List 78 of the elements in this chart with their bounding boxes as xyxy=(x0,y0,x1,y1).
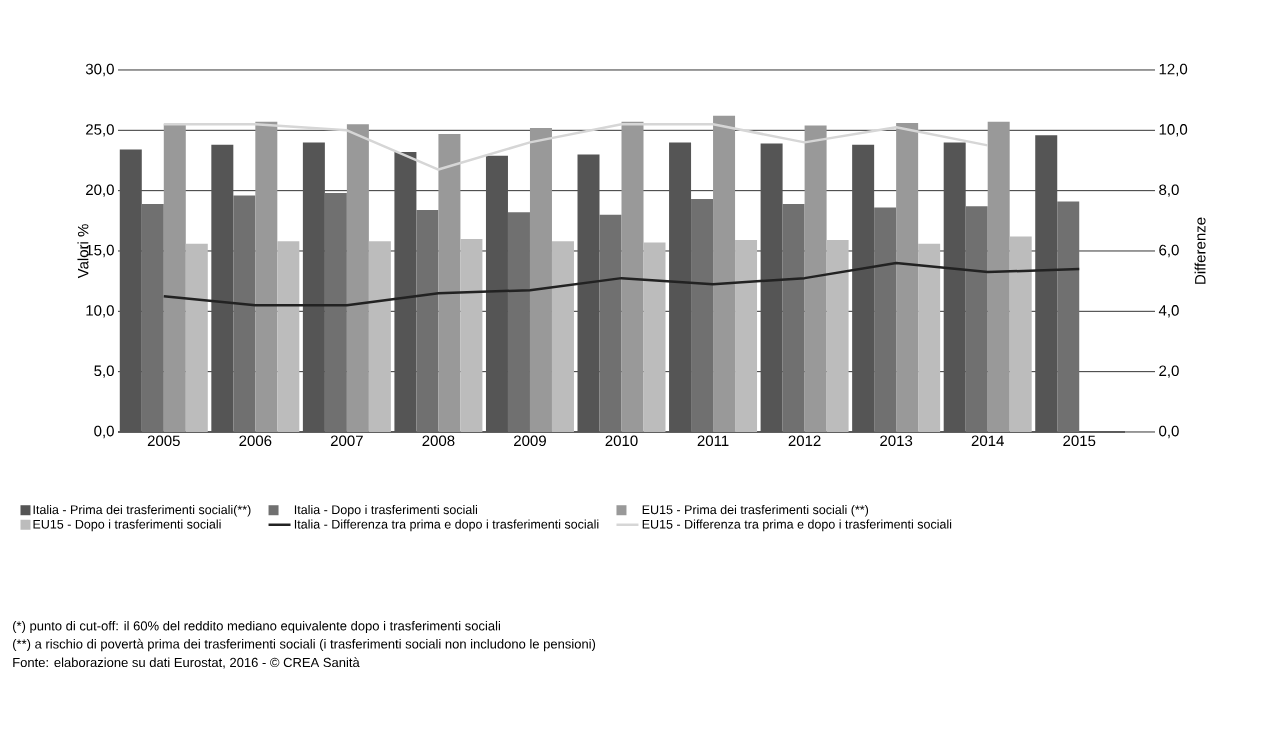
y-tick-label: 10,0 xyxy=(86,305,114,318)
text: (**) a rischio di povertà prima dei trasferimenti sociali (i trasferimenti sociali non includono le pensioni) xyxy=(13,638,596,652)
y2-tick-label: 6,0 xyxy=(1159,244,1179,258)
bar xyxy=(669,142,692,432)
bar xyxy=(896,123,919,432)
bar xyxy=(324,193,347,432)
bar xyxy=(965,206,988,432)
y-tick-label: 20,0 xyxy=(86,184,114,197)
x-tick-label: 2010 xyxy=(605,435,638,447)
bar xyxy=(874,207,897,432)
legend-label: Italia - Dopo i trasferimenti sociali xyxy=(294,504,477,517)
legend-label: Italia - Differenza tra prima e dopo i trasferimenti sociali xyxy=(294,519,599,532)
bar xyxy=(163,124,186,432)
bar xyxy=(141,203,164,432)
y2-tick-label: 2,0 xyxy=(1159,365,1179,378)
bar xyxy=(691,199,714,432)
bar xyxy=(1009,236,1032,432)
bar xyxy=(211,144,234,432)
bar xyxy=(599,214,622,432)
y-tick-label: 5,0 xyxy=(94,365,114,378)
y-tick-label: 30,0 xyxy=(85,63,114,77)
bar xyxy=(551,241,574,432)
bar xyxy=(577,154,600,432)
bar xyxy=(826,240,849,432)
y2-tick-label: 8,0 xyxy=(1159,184,1179,197)
bar xyxy=(507,212,530,432)
bar xyxy=(394,152,417,432)
bar xyxy=(1035,135,1058,432)
bar xyxy=(302,142,325,432)
bar xyxy=(782,203,805,432)
x-tick-label: 2014 xyxy=(971,435,1004,447)
legend-label: EU15 - Differenza tra prima e dopo i trasferimenti sociali xyxy=(642,519,952,532)
x-tick-label: 2013 xyxy=(880,435,913,447)
legend-label: Italia - Prima dei trasferimenti sociali(**) xyxy=(33,504,251,517)
bar xyxy=(735,240,758,432)
y-tick-label: 25,0 xyxy=(86,124,114,137)
y2-tick-label: 12,0 xyxy=(1159,63,1188,77)
x-tick-label: 2005 xyxy=(147,435,180,447)
x-tick-label: 2012 xyxy=(788,435,821,447)
bar xyxy=(713,115,736,432)
x-tick-label: 2015 xyxy=(1063,435,1096,447)
bar xyxy=(368,241,391,432)
bar xyxy=(643,242,666,432)
bar xyxy=(438,133,461,432)
bar xyxy=(918,243,941,432)
bar xyxy=(485,155,508,432)
y2-tick-label: 0,0 xyxy=(1159,425,1179,439)
bar xyxy=(277,241,300,432)
bar xyxy=(1057,201,1080,432)
x-tick-label: 2011 xyxy=(697,435,729,447)
bar xyxy=(760,143,783,432)
bar xyxy=(185,243,208,432)
bar xyxy=(987,121,1010,432)
x-tick-label: 2009 xyxy=(514,435,546,447)
line-series xyxy=(162,261,1081,307)
bar xyxy=(852,144,875,432)
bar xyxy=(119,149,142,432)
y2-tick-label: 4,0 xyxy=(1158,305,1179,318)
y-tick-label: 0,0 xyxy=(94,425,114,439)
x-tick-label: 2006 xyxy=(239,435,272,447)
bar xyxy=(460,238,483,432)
x-tick-label: 2008 xyxy=(422,435,455,447)
bar xyxy=(804,125,827,432)
bar xyxy=(255,121,278,432)
x-tick-label: 2007 xyxy=(330,435,363,447)
line-series xyxy=(162,123,989,171)
bar xyxy=(416,209,439,432)
legend-label: EU15 - Dopo i trasferimenti sociali xyxy=(33,519,221,532)
source-note: Fonte: elaborazione su dati Eurostat, 2016 - © CREA Sanità xyxy=(13,657,360,669)
bar xyxy=(233,195,256,432)
bar xyxy=(621,121,644,432)
bar xyxy=(529,127,552,432)
bar xyxy=(943,142,966,432)
text: (*) punto di cut-off: il 60% del reddito mediano equivalente dopo i trasferimenti sociali xyxy=(13,620,500,634)
y2-axis-title: Differenze xyxy=(1194,217,1206,284)
bar xyxy=(346,124,369,432)
y2-tick-label: 10,0 xyxy=(1159,124,1188,137)
legend-label: EU15 - Prima dei trasferimenti sociali (**) xyxy=(642,504,869,517)
